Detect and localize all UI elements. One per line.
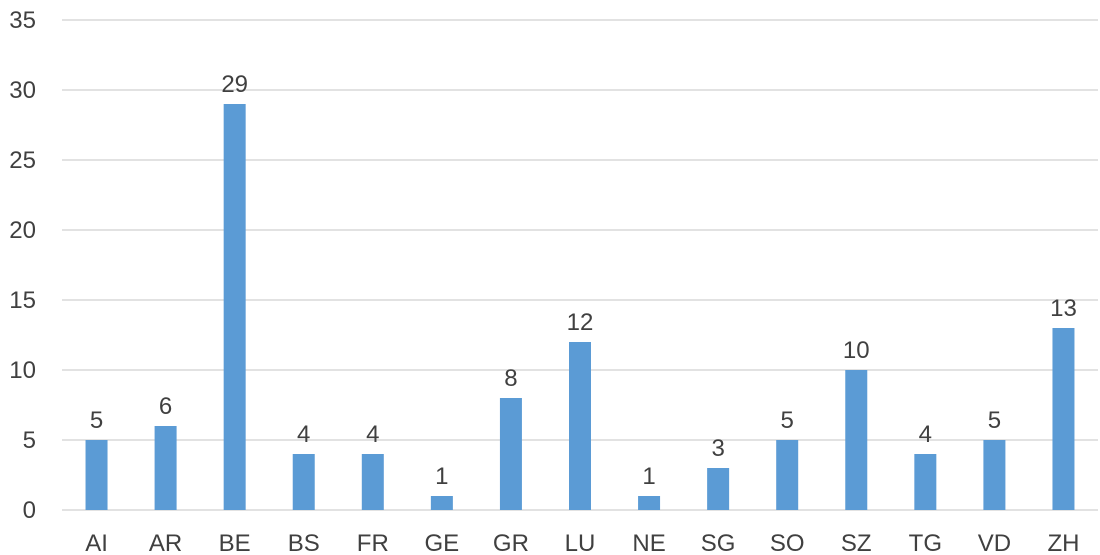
bar-AR	[154, 426, 177, 510]
x-tick-label-TG: TG	[909, 530, 942, 555]
data-label-NE: 1	[642, 463, 655, 490]
bar-BE	[223, 104, 246, 510]
data-label-GE: 1	[435, 463, 448, 490]
bar-FR	[361, 454, 384, 510]
x-tick-label-GR: GR	[493, 530, 529, 555]
x-tick-label-AR: AR	[149, 530, 182, 555]
x-tick-label-ZH: ZH	[1047, 530, 1079, 555]
y-tick-label-10: 10	[9, 357, 36, 384]
x-tick-label-LU: LU	[565, 530, 596, 555]
data-label-FR: 4	[366, 421, 379, 448]
data-label-AI: 5	[90, 407, 103, 434]
x-tick-label-BS: BS	[288, 530, 320, 555]
y-tick-label-30: 30	[9, 77, 36, 104]
bar-GR	[499, 398, 522, 510]
data-label-SG: 3	[711, 435, 724, 462]
data-label-LU: 12	[567, 309, 594, 336]
bar-SO	[776, 440, 799, 510]
y-tick-label-5: 5	[23, 427, 36, 454]
data-label-BE: 29	[221, 71, 248, 98]
x-tick-label-SO: SO	[770, 530, 805, 555]
y-tick-label-0: 0	[23, 497, 36, 524]
y-tick-label-35: 35	[9, 7, 36, 34]
x-tick-label-SG: SG	[701, 530, 736, 555]
x-axis-ticks: AI AR BE BS FR GE GR LU NE SG SO SZ TG VD ZH	[85, 530, 1079, 555]
x-tick-label-SZ: SZ	[841, 530, 872, 555]
data-label-VD: 5	[988, 407, 1001, 434]
x-tick-label-NE: NE	[632, 530, 665, 555]
x-tick-label-VD: VD	[978, 530, 1011, 555]
bar-AI	[85, 440, 108, 510]
bar-VD	[983, 440, 1006, 510]
data-label-GR: 8	[504, 365, 517, 392]
bars	[85, 104, 1075, 510]
x-tick-label-FR: FR	[357, 530, 389, 555]
data-label-TG: 4	[919, 421, 932, 448]
y-tick-label-15: 15	[9, 287, 36, 314]
data-label-ZH: 13	[1050, 295, 1077, 322]
y-tick-label-25: 25	[9, 147, 36, 174]
data-label-SO: 5	[781, 407, 794, 434]
bar-LU	[569, 342, 591, 510]
bar-NE	[638, 496, 661, 510]
x-tick-label-GE: GE	[425, 530, 460, 555]
bar-BS	[292, 454, 315, 510]
y-tick-label-20: 20	[9, 217, 36, 244]
y-axis-ticks: 0 5 10 15 20 25 30 35	[9, 7, 36, 524]
bar-SG	[707, 468, 730, 510]
bar-TG	[914, 454, 937, 510]
x-tick-label-AI: AI	[85, 530, 108, 555]
bar-ZH	[1052, 328, 1075, 510]
data-label-SZ: 10	[843, 337, 870, 364]
bar-SZ	[845, 370, 868, 510]
data-label-AR: 6	[159, 393, 172, 420]
bar-GE	[430, 496, 453, 510]
x-tick-label-BE: BE	[219, 530, 251, 555]
data-label-BS: 4	[297, 421, 310, 448]
